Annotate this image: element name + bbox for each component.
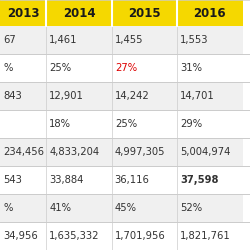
Text: 5,004,974: 5,004,974	[180, 147, 230, 157]
Bar	[177, 138, 242, 166]
Text: 37,598: 37,598	[180, 175, 219, 185]
Bar	[0, 54, 46, 82]
Bar	[177, 0, 242, 26]
Text: 234,456: 234,456	[3, 147, 44, 157]
Bar	[46, 82, 112, 110]
Text: 1,553: 1,553	[180, 35, 209, 45]
Bar	[112, 222, 177, 250]
Bar	[46, 222, 112, 250]
Bar	[177, 82, 242, 110]
Text: 36,116: 36,116	[115, 175, 150, 185]
Bar	[0, 222, 46, 250]
Text: 25%: 25%	[49, 63, 72, 73]
Bar	[46, 110, 112, 138]
Text: 1,461: 1,461	[49, 35, 78, 45]
Bar	[112, 26, 177, 54]
Bar	[177, 54, 242, 82]
Bar	[112, 0, 177, 26]
Bar	[112, 194, 177, 222]
Text: 1,821,761: 1,821,761	[180, 231, 231, 241]
Bar	[112, 110, 177, 138]
Text: 2016: 2016	[194, 6, 226, 20]
Bar	[46, 54, 112, 82]
Bar	[0, 138, 46, 166]
Bar	[177, 194, 242, 222]
Text: 52%: 52%	[180, 203, 203, 213]
Text: 45%: 45%	[115, 203, 137, 213]
Text: 1,701,956: 1,701,956	[115, 231, 166, 241]
Bar	[0, 166, 46, 194]
Bar	[177, 26, 242, 54]
Text: 33,884: 33,884	[49, 175, 84, 185]
Bar	[46, 0, 112, 26]
Text: 4,997,305: 4,997,305	[115, 147, 165, 157]
Bar	[0, 194, 46, 222]
Text: 2014: 2014	[63, 6, 95, 20]
Text: 18%: 18%	[49, 119, 71, 129]
Bar	[46, 166, 112, 194]
Bar	[0, 82, 46, 110]
Bar	[177, 222, 242, 250]
Text: 12,901: 12,901	[49, 91, 84, 101]
Bar	[112, 54, 177, 82]
Text: 27%: 27%	[115, 63, 137, 73]
Bar	[177, 110, 242, 138]
Text: 1,455: 1,455	[115, 35, 143, 45]
Text: %: %	[3, 203, 13, 213]
Bar	[46, 194, 112, 222]
Text: 34,956: 34,956	[3, 231, 38, 241]
Text: 14,701: 14,701	[180, 91, 215, 101]
Text: 543: 543	[3, 175, 22, 185]
Bar	[46, 26, 112, 54]
Text: 4,833,204: 4,833,204	[49, 147, 100, 157]
Text: 25%: 25%	[115, 119, 137, 129]
Bar	[46, 138, 112, 166]
Bar	[177, 166, 242, 194]
Text: 31%: 31%	[180, 63, 202, 73]
Text: 1,635,332: 1,635,332	[49, 231, 100, 241]
Text: %: %	[3, 63, 13, 73]
Text: 2013: 2013	[7, 6, 40, 20]
Text: 29%: 29%	[180, 119, 203, 129]
Text: 14,242: 14,242	[115, 91, 150, 101]
Bar	[0, 26, 46, 54]
Text: 67: 67	[3, 35, 16, 45]
Bar	[0, 110, 46, 138]
Bar	[112, 82, 177, 110]
Text: 2015: 2015	[128, 6, 161, 20]
Text: 41%: 41%	[49, 203, 71, 213]
Bar	[112, 138, 177, 166]
Bar	[0, 0, 46, 26]
Text: 843: 843	[3, 91, 22, 101]
Bar	[112, 166, 177, 194]
